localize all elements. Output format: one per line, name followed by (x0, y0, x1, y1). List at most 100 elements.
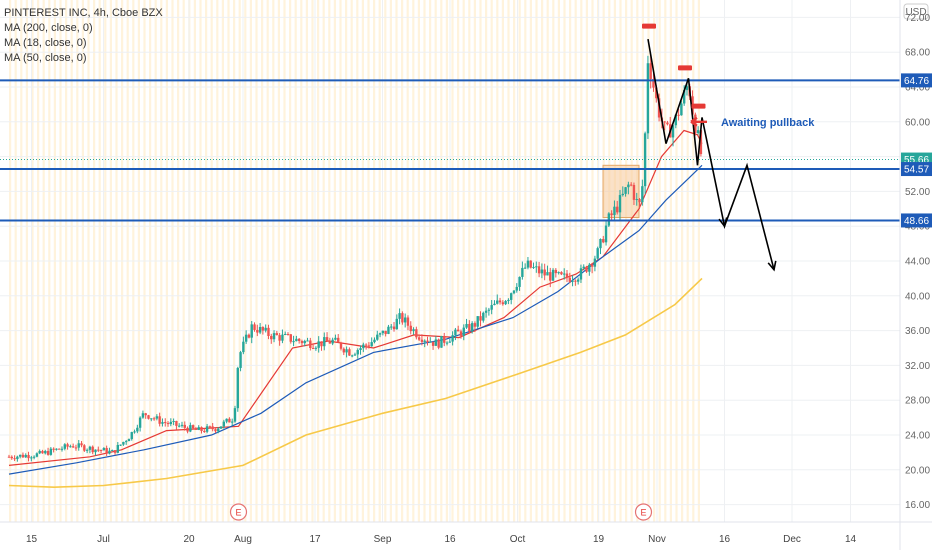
candle-body (624, 187, 627, 194)
candle-body (618, 195, 622, 213)
candle-body (627, 184, 630, 188)
candle-body (247, 334, 251, 338)
candle-body (138, 417, 142, 428)
candle-body (359, 348, 362, 350)
candle-body (158, 416, 161, 424)
candle-body (133, 431, 136, 433)
top-marker (691, 103, 706, 109)
candle-body (554, 269, 558, 274)
candle-body (563, 273, 566, 275)
candle-body (186, 427, 189, 432)
candle-body (155, 416, 159, 419)
candle-body (576, 279, 580, 282)
y-tick-label: 72.00 (905, 13, 930, 24)
candle-body (116, 444, 120, 453)
candle-body (426, 340, 429, 343)
candle-body (317, 341, 320, 348)
candle-body (164, 422, 167, 424)
top-marker (642, 23, 656, 29)
x-tick-label: 16 (719, 534, 731, 545)
candle-body (205, 426, 209, 432)
candle-body (473, 323, 477, 327)
candle-body (342, 348, 345, 353)
candle-body (267, 327, 270, 336)
candle-body (258, 326, 262, 333)
candle-body (44, 450, 47, 454)
candle-body (141, 413, 145, 418)
candle-body (593, 258, 597, 267)
candle-body (496, 300, 499, 304)
candle-body (222, 421, 226, 427)
candle-body (376, 334, 379, 340)
candle-body (334, 337, 337, 340)
candle-body (484, 310, 488, 313)
candle-body (52, 448, 55, 450)
candle-body (699, 130, 703, 155)
candle-body (680, 103, 683, 116)
candle-body (337, 337, 340, 343)
candle-body (345, 349, 348, 353)
earnings-marker-label: E (235, 508, 241, 518)
candle-body (557, 272, 560, 274)
candle-body (284, 333, 287, 335)
legend-ma200: MA (200, close, 0) (4, 22, 93, 34)
candle-body (535, 266, 538, 268)
candle-body (278, 335, 281, 341)
candle-body (649, 63, 652, 79)
candle-body (526, 260, 530, 268)
chart-legend: PINTEREST INC, 4h, Cboe BZX MA (200, clo… (4, 6, 163, 66)
candle-body (582, 266, 585, 269)
candle-body (60, 448, 64, 450)
candle-body (203, 430, 206, 432)
candle-body (300, 340, 304, 344)
candle-body (32, 456, 36, 458)
candle-body (10, 456, 13, 459)
candle-body (172, 420, 175, 422)
x-tick-label: Oct (510, 534, 526, 545)
candle-body (596, 248, 599, 259)
candle-body (454, 329, 457, 336)
candle-body (150, 418, 153, 420)
candle-body (579, 268, 583, 280)
candle-body (253, 324, 256, 330)
candle-body (420, 339, 424, 342)
candle-body (549, 272, 552, 281)
candle-body (353, 354, 357, 356)
ma50-line (8, 164, 703, 475)
x-tick-label: 17 (309, 534, 321, 545)
candle-body (208, 426, 212, 428)
candle-body (225, 418, 228, 422)
candle-body (532, 266, 535, 268)
candle-body (585, 266, 588, 272)
candle-body (392, 326, 396, 330)
candle-body (529, 260, 532, 268)
candle-body (629, 184, 633, 186)
candle-body (616, 206, 619, 213)
candle-body (434, 339, 438, 346)
candle-body (297, 338, 301, 341)
candle-body (303, 340, 306, 344)
candle-body (574, 280, 577, 282)
candle-body (543, 269, 546, 276)
price-label-tag (901, 213, 932, 228)
candle-body (21, 454, 25, 458)
candle-body (311, 348, 315, 350)
candle-body (30, 457, 33, 459)
candle-body (412, 329, 415, 332)
price-axis-bg (900, 0, 932, 550)
x-tick-label: 16 (444, 534, 456, 545)
candle-body (493, 303, 496, 306)
candle-body (613, 206, 616, 216)
candle-body (197, 427, 200, 430)
candle-body (292, 341, 295, 343)
candle-body (66, 444, 69, 447)
candle-body (510, 293, 513, 300)
candle-body (211, 426, 214, 430)
candle-body (364, 344, 368, 346)
candle-body (219, 426, 223, 429)
x-tick-label: 14 (845, 534, 857, 545)
candle-body (289, 334, 292, 342)
candle-body (610, 213, 613, 216)
